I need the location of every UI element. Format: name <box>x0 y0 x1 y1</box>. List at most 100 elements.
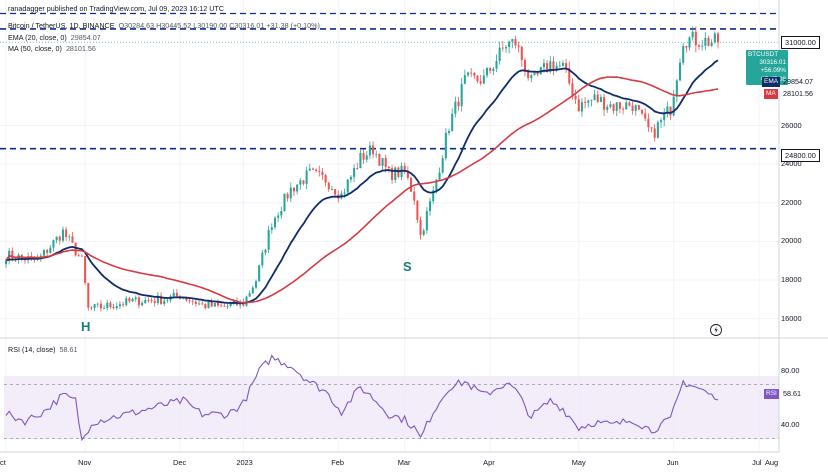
time-tick-label: Dec <box>173 458 187 467</box>
candle-body <box>109 302 112 307</box>
candle-body <box>482 75 485 84</box>
candle-body <box>701 45 704 47</box>
candle-body <box>384 158 387 167</box>
candle-body <box>609 104 612 107</box>
ema-legend[interactable]: EMA (20, close, 0) 29854.07 <box>8 33 101 42</box>
candle-body <box>106 302 109 309</box>
candle-body <box>501 47 504 49</box>
rsi-line <box>5 354 719 442</box>
candle-body <box>504 47 508 49</box>
candle-body <box>641 109 644 114</box>
candle-body <box>660 120 663 123</box>
candle-body <box>251 287 254 294</box>
candle-body <box>112 306 115 309</box>
candle-body <box>356 168 359 169</box>
candle-body <box>650 127 653 129</box>
publisher-line: ranadagger published on TradingView.com,… <box>8 4 224 13</box>
time-tick-label: Mar <box>397 458 411 467</box>
candle-body <box>93 304 96 308</box>
candle-body <box>688 37 691 48</box>
candle-body <box>631 105 634 111</box>
candle-body <box>226 305 229 307</box>
candle-body <box>283 193 286 212</box>
candle-body <box>270 227 273 230</box>
ema-tag-value: 29854.07 <box>783 77 813 86</box>
candle-body <box>669 106 672 116</box>
candle-body <box>280 211 283 216</box>
candle-body <box>248 293 251 297</box>
candle-body <box>599 97 602 102</box>
candle-body <box>425 211 428 231</box>
candle-body <box>596 94 599 102</box>
candle-body <box>403 165 406 172</box>
candle-body <box>549 61 552 73</box>
rsi-tick-label: 40.00 <box>781 420 800 429</box>
candle-body <box>508 41 511 48</box>
candle-body <box>416 200 419 220</box>
candle-body <box>530 75 533 79</box>
candle-body <box>90 307 93 309</box>
candle-body <box>580 102 583 112</box>
candle-body <box>188 300 191 302</box>
candle-body <box>675 80 678 97</box>
candle-body <box>346 179 349 193</box>
candle-body <box>42 249 45 256</box>
candle-body <box>115 306 118 309</box>
ohlc-values: O30284.63 H30445.52 L30190.00 C30316.01 … <box>118 21 320 30</box>
candle-body <box>536 71 539 75</box>
publisher-text: ranadagger published on TradingView.com,… <box>8 4 225 13</box>
candle-body <box>546 63 549 73</box>
time-tick-label: Aug <box>765 458 779 467</box>
rsi-tick-label: 80.00 <box>781 366 800 375</box>
candle-body <box>615 102 618 111</box>
candle-body <box>201 303 204 305</box>
candle-body <box>587 100 590 103</box>
candle-body <box>432 190 435 202</box>
candle-body <box>558 65 561 67</box>
candle-body <box>141 302 144 306</box>
candle-body <box>571 83 574 96</box>
candle-body <box>413 191 416 201</box>
ma-legend[interactable]: MA (50, close, 0) 28101.56 <box>8 44 96 53</box>
price-tick-label: 24000 <box>781 159 802 169</box>
rsi-legend-value: 58.61 <box>59 345 78 354</box>
candle-body <box>65 229 68 237</box>
candle-body <box>11 250 14 259</box>
candle-body <box>261 252 264 266</box>
candle-body <box>447 131 451 133</box>
candle-body <box>685 45 688 48</box>
candle-body <box>422 230 425 235</box>
symbol-line: Bitcoin / TetherUS, 1D, BINANCE O30284.6… <box>8 21 320 30</box>
replay-icon[interactable] <box>710 324 722 336</box>
candle-body <box>520 46 523 61</box>
candle-body <box>394 167 397 180</box>
candle-body <box>584 102 587 103</box>
rsi-tag-value: 58.61 <box>783 389 801 398</box>
candle-body <box>375 153 378 155</box>
candle-body <box>147 299 150 301</box>
candle-body <box>514 39 517 46</box>
ema-legend-label: EMA (20, close, 0) <box>8 33 67 42</box>
candle-body <box>156 295 159 303</box>
candle-body <box>160 295 163 304</box>
candle-body <box>343 192 346 194</box>
candle-body <box>463 75 466 84</box>
time-tick-label: Nov <box>78 458 92 467</box>
candle-body <box>324 174 327 183</box>
candle-body <box>653 128 656 138</box>
last-price: 30316.01 <box>759 59 786 67</box>
candle-body <box>289 187 292 199</box>
candle-body <box>495 60 498 69</box>
candle-body <box>245 296 248 306</box>
rsi-legend[interactable]: RSI (14, close) 58.61 <box>8 345 78 354</box>
candle-body <box>334 189 337 195</box>
candle-body <box>625 102 628 110</box>
candle-body <box>118 304 121 307</box>
ma-legend-value: 28101.56 <box>65 44 96 53</box>
candle-body <box>194 301 197 305</box>
candle-body <box>213 302 216 307</box>
symbol-tag: BTCUSDT <box>748 51 779 58</box>
candle-body <box>71 236 74 243</box>
candle-body <box>473 73 476 76</box>
